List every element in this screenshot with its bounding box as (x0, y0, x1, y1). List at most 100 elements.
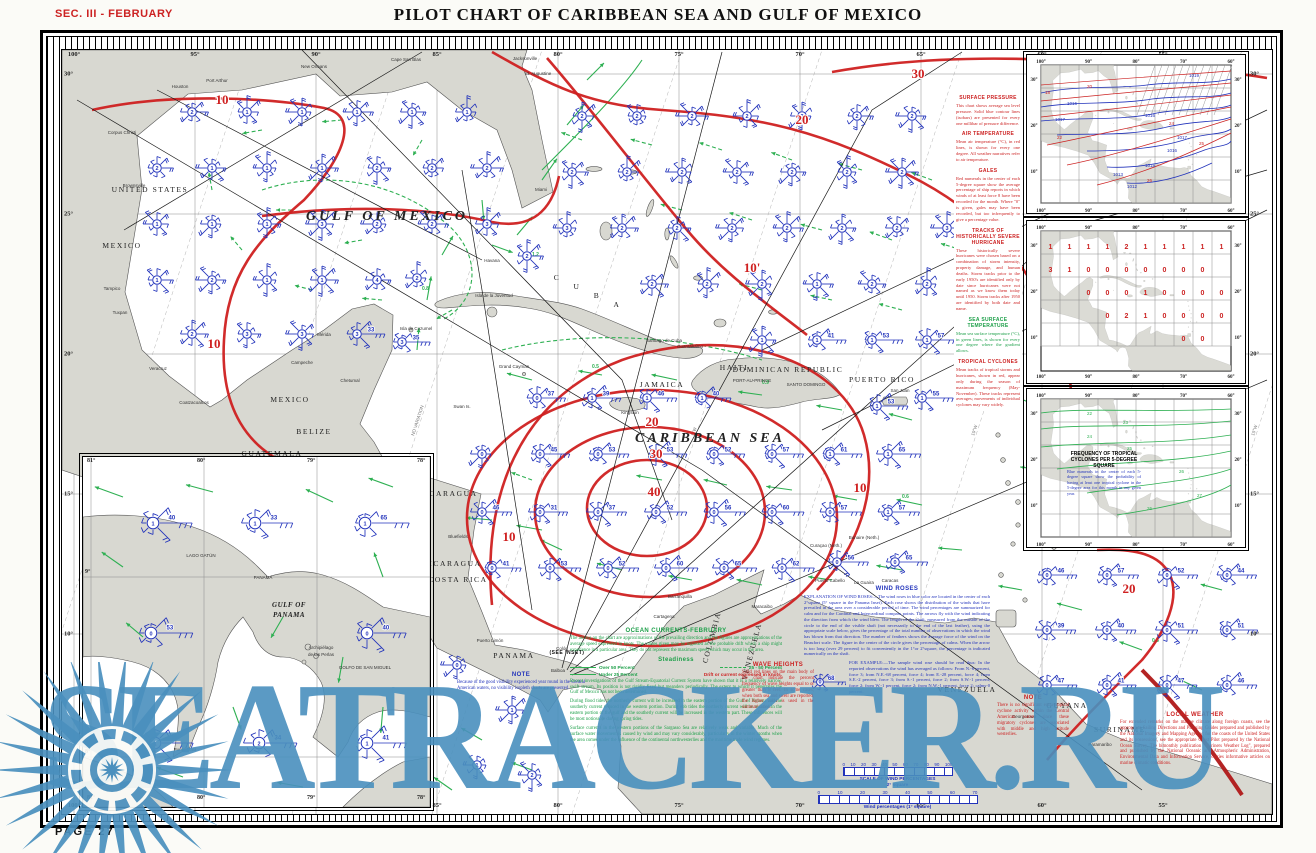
wind-rose-shaft-pct: 56 (725, 506, 732, 512)
wave-heights-body: Solid red lines on the main body of the … (742, 670, 814, 711)
hurricane-track-red (1140, 668, 1244, 797)
wind-roses-heading: WIND ROSES (875, 586, 919, 592)
wind-rose-calm-pct: 2 (745, 114, 748, 120)
wind-rose-calm-pct: 3 (565, 226, 568, 232)
scale1-subcaption: 2° square (886, 783, 909, 788)
scale-tick: 30 (882, 790, 888, 795)
city-label: Puerto Limón (477, 638, 504, 643)
wind-rose: 2 (571, 101, 596, 133)
inset-axis-label: 20° (1235, 290, 1242, 295)
wind-rose-calm-pct: 0 (1105, 573, 1108, 579)
wind-rose-calm-pct: 0 (535, 396, 538, 402)
page-title: PILOT CHART OF CARIBBEAN SEA AND GULF OF… (393, 5, 923, 24)
bahama-island (713, 318, 727, 328)
wind-rose-calm-pct: 1 (410, 110, 413, 116)
axis-right-label: 10° (1250, 630, 1260, 638)
wind-rose-calm-pct: 2 (257, 742, 260, 748)
inset-axis-label: 70° (1180, 394, 1187, 399)
map-labels-layer: GULF OF MEXICO CARIBBEAN SEA UNITED STATES… (102, 56, 1144, 747)
wind-rose: 2 (561, 160, 589, 189)
panama-axis-label: 80° (197, 458, 206, 464)
wind-rose-calm-pct: 0 (1225, 683, 1228, 689)
wind-rose: 0 68 (811, 673, 846, 692)
current-arrow (660, 203, 683, 211)
wind-rose-shaft-pct: 65 (381, 516, 388, 522)
wind-rose-shaft-pct: 65 (899, 448, 906, 454)
panama-label: Punta Mala (174, 747, 197, 752)
sidebar-note-heading: SEA SURFACE TEMPERATURE (967, 316, 1009, 329)
trinidad (995, 609, 1017, 628)
wind-rose-calm-pct: 0 (538, 452, 541, 458)
wind-rose-calm-pct: 0 (1225, 628, 1228, 634)
wind-rose-calm-pct: 1 (245, 110, 248, 116)
inset-axis-label: 10° (1031, 336, 1038, 341)
wind-rose-shaft-pct: 41 (503, 562, 510, 568)
wind-rose-calm-pct: 2 (910, 114, 913, 120)
wind-rose: 1 53 (864, 330, 904, 354)
wind-rose: 0 46 (470, 498, 513, 526)
graticule-border: NO VARIATION 5°W 10°W 15°W (46, 36, 1277, 822)
axis-top-label: 85° (432, 51, 442, 58)
wind-rose-calm-pct: 1 (265, 278, 268, 284)
city-label: Havana (484, 258, 500, 263)
wind-rose-calm-pct: 2 (845, 170, 848, 176)
city-label: Houston (172, 84, 189, 89)
country-label: PUERTO RICO (849, 375, 915, 384)
wind-rose: 1 55 (913, 388, 954, 412)
mid-line (719, 666, 746, 668)
sidebar-note-body: Mean sea surface temperature (°C), in gr… (956, 330, 1020, 354)
wind-rose-shaft-pct: 52 (725, 448, 732, 454)
wind-rose-calm-pct: 0 (596, 510, 599, 516)
gale-percentage-value: 0 (1144, 267, 1148, 274)
wind-rose: 0 44 (1216, 563, 1257, 586)
wind-rose-shaft-pct: 31 (551, 506, 558, 512)
wind-rose: 1 (252, 263, 278, 297)
wind-rose: 2 (626, 104, 647, 126)
inset-axis-label: 80° (1133, 226, 1140, 231)
wind-rose-calm-pct: 0 (1225, 573, 1228, 579)
city-label: Corpus Christi (108, 130, 137, 135)
gale-percentage-value: 0 (1125, 290, 1129, 297)
current-arrow (491, 244, 513, 254)
current-arrow (636, 474, 663, 481)
wind-rose: 1 (455, 95, 478, 123)
wind-rose-calm-pct: 0 (455, 663, 458, 669)
wind-rose-calm-pct: 2 (650, 282, 653, 288)
wind-rose-calm-pct: 3 (300, 332, 303, 338)
wind-rose-calm-pct: 1 (153, 742, 156, 748)
inset-axis-label: 90° (1085, 394, 1092, 399)
sst-contour-label: 25 (1127, 446, 1133, 451)
gale-percentage-value: 0 (1220, 313, 1224, 320)
axis-left-label: 15° (64, 490, 74, 498)
scale-tick: 10 (837, 790, 843, 795)
gale-percentage-value: 1 (1144, 313, 1148, 320)
gale-percentage-value: 0 (1125, 267, 1129, 274)
current-speed-label: 1.2 (532, 252, 539, 258)
isoline-value-label: 10 (503, 529, 516, 544)
sidebar-note-body: This chart shows average sea level press… (956, 103, 1020, 126)
wind-rose-calm-pct: 2 (190, 332, 193, 338)
wind-rose-calm-pct: 1 (645, 396, 648, 402)
wind-rose: 1 53 (869, 392, 909, 421)
wind-rose-calm-pct: 0 (1105, 683, 1108, 689)
wind-rose-shaft-pct: 53 (883, 334, 890, 340)
inset-axis-label: 70° (1180, 375, 1187, 380)
wind-rose-calm-pct: 0 (818, 680, 821, 686)
inset-axis-label: 90° (1085, 226, 1092, 231)
sidebar-note-body: These historically severe hurricanes wer… (956, 247, 1020, 311)
city-label: Mérida (317, 332, 331, 337)
country-label: A (613, 300, 620, 309)
wind-rose: 0 46 (1036, 566, 1078, 586)
variation-label: NO VARIATION (410, 405, 425, 437)
wind-rose-calm-pct: 0 (480, 510, 483, 516)
wind-rose: 2 (417, 210, 449, 235)
wind-rose: 2 (772, 211, 804, 243)
inset-axis-label: 20° (1235, 458, 1242, 463)
inset-axis-label: 10° (1235, 170, 1242, 175)
scale1-bar (842, 767, 953, 776)
wind-rose-shaft-pct: 53 (609, 448, 616, 454)
inset-axis-label: 100° (1036, 543, 1046, 547)
inset-axis-label: 70° (1180, 543, 1187, 547)
current-arrow (460, 727, 483, 741)
scale-tick: 10 (850, 762, 856, 767)
